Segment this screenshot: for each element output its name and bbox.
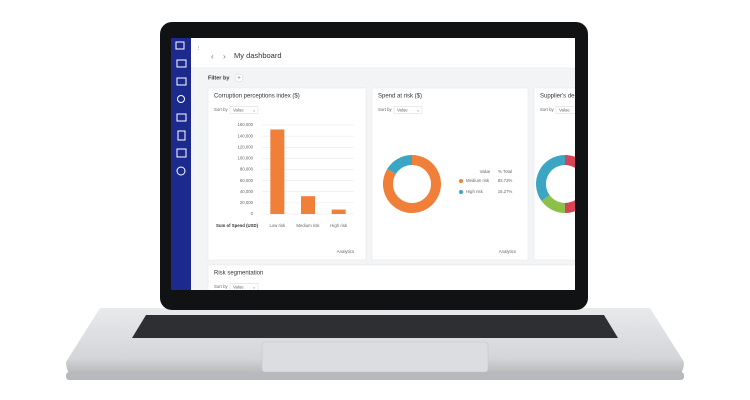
sort-caret[interactable]: ⌄	[416, 107, 420, 112]
widget-card	[207, 87, 367, 261]
legend-label: Medium risk	[466, 178, 490, 183]
sort-caret[interactable]: ⌄	[252, 284, 256, 289]
back-button[interactable]: ‹	[211, 52, 214, 61]
nav-icon[interactable]	[176, 113, 187, 122]
donut-slice	[382, 155, 441, 213]
legend-value: 83.73%	[498, 178, 513, 183]
nav-icon[interactable]	[176, 59, 187, 68]
sort-select[interactable]	[555, 106, 584, 114]
sort-value[interactable]: Value	[233, 284, 244, 289]
sort-select[interactable]	[229, 106, 259, 114]
bar	[270, 129, 285, 214]
legend-header: % Total	[498, 169, 512, 174]
sort-caret[interactable]: ⌄	[252, 107, 256, 112]
donut-slice	[541, 195, 565, 213]
widget-title: Spend at risk ($)	[378, 94, 422, 100]
trackpad	[261, 341, 489, 373]
widget-card	[533, 87, 575, 261]
y-tick-label: 40,000	[240, 189, 254, 194]
legend-swatch	[459, 190, 463, 194]
sort-label: Sort by	[214, 284, 228, 289]
y-tick-label: 60,000	[240, 178, 254, 183]
bar	[331, 209, 346, 214]
legend-header: Value	[480, 169, 491, 174]
donut-slice	[535, 155, 565, 202]
widget-title: Risk segmentation	[214, 271, 263, 277]
filter-label: Filter by	[208, 75, 230, 81]
sort-select[interactable]	[229, 283, 259, 291]
logo-icon	[175, 41, 185, 50]
screen-content: ⋮ ‹ › My dashboard Filter by + Corruptio…	[171, 38, 584, 291]
sidebar-icons	[175, 41, 187, 176]
nav-icon[interactable]	[177, 130, 186, 141]
analytics-link[interactable]: Analytics	[337, 249, 354, 254]
base-edge	[66, 372, 684, 380]
nav-icon[interactable]	[176, 148, 187, 158]
keyboard	[132, 315, 618, 338]
page-title: My dashboard	[234, 51, 282, 60]
sort-value[interactable]: Value	[233, 107, 244, 112]
widget-title: Supplier's de	[540, 94, 575, 100]
bar	[301, 196, 315, 214]
x-tick-label: Low risk	[269, 223, 286, 228]
donut-slice	[565, 155, 575, 213]
analytics-link[interactable]: Analytics	[499, 249, 516, 254]
widget-card	[371, 87, 529, 261]
header-bar	[191, 38, 575, 68]
y-tick-label: 160,000	[237, 122, 253, 127]
forward-button[interactable]: ›	[223, 52, 226, 61]
search-icon[interactable]	[177, 95, 185, 103]
add-filter-button[interactable]	[234, 73, 244, 83]
donut-slice	[387, 155, 412, 175]
legend-swatch	[459, 179, 463, 183]
menu-dots[interactable]: ⋮	[196, 45, 201, 51]
sort-value[interactable]: Value	[397, 107, 408, 112]
nav-icon[interactable]	[176, 166, 186, 176]
x-tick-label: High risk	[330, 223, 348, 228]
x-tick-label: Medium risk	[296, 223, 320, 228]
nav-icon[interactable]	[176, 77, 187, 86]
widget-card	[207, 264, 575, 290]
sort-label: Sort by	[214, 107, 228, 112]
sidebar	[171, 38, 191, 290]
y-tick-label: 140,000	[237, 133, 253, 138]
sort-label: Sort by	[540, 107, 554, 112]
y-tick-label: 100,000	[237, 156, 253, 161]
y-axis-title: Sum of Spend (USD)	[216, 223, 259, 228]
legend-value: 16.27%	[498, 189, 513, 194]
legend-label: High risk	[466, 189, 484, 194]
widget-title: Corruption perceptions index ($)	[214, 94, 300, 100]
y-tick-label: 80,000	[240, 167, 254, 172]
sort-label: Sort by	[378, 107, 392, 112]
y-tick-label: 0	[251, 211, 254, 216]
sort-value[interactable]: Value	[559, 107, 570, 112]
sort-select[interactable]	[393, 106, 423, 114]
y-tick-label: 20,000	[240, 200, 254, 205]
y-tick-label: 120,000	[237, 144, 253, 149]
add-filter-label[interactable]: +	[237, 76, 241, 82]
